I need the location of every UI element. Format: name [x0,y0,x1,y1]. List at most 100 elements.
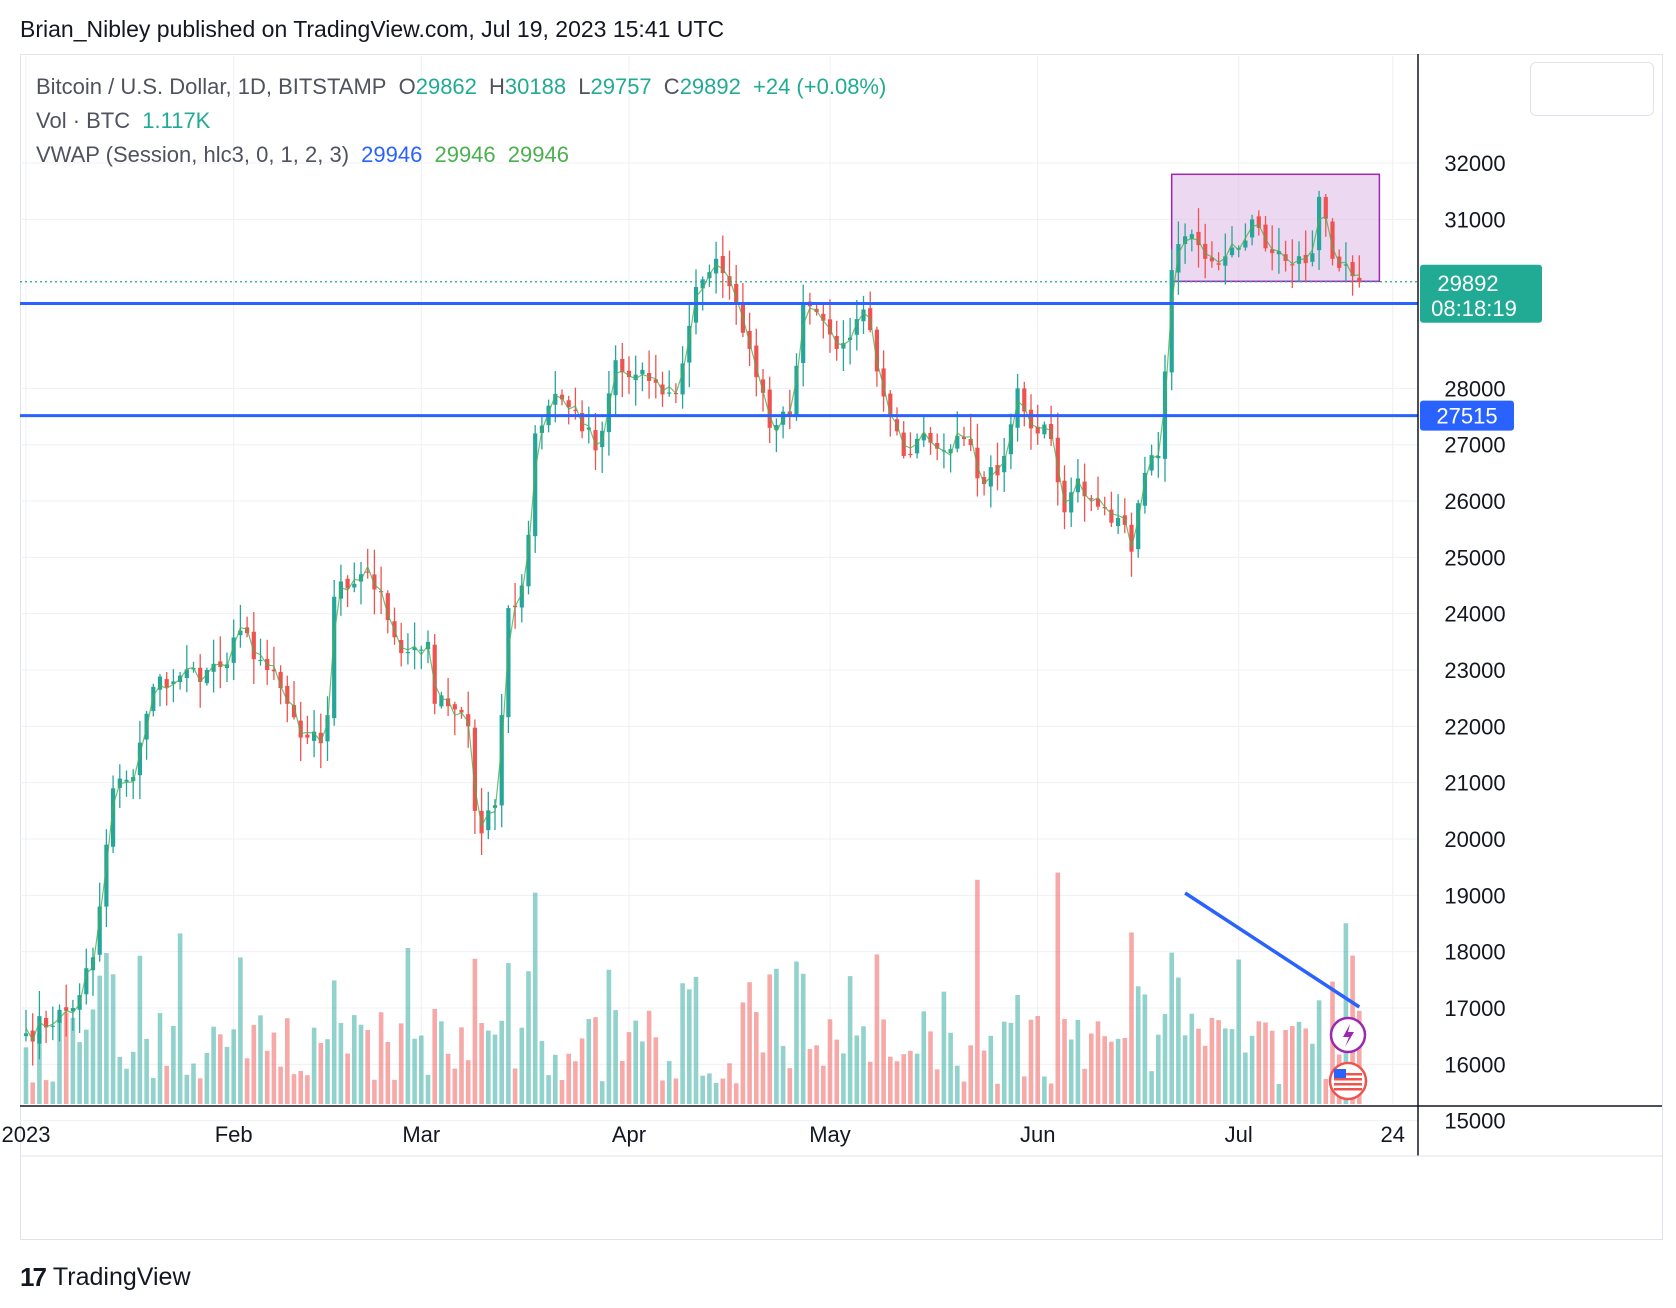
volume-bar [130,1051,136,1104]
volume-bar [1323,1078,1329,1104]
volume-bar [908,1050,913,1104]
x-tick-label: Jul [1225,1122,1253,1147]
legend-o-label: O [398,74,416,99]
candle [1357,277,1362,282]
volume-bar [218,1034,223,1104]
candle [37,1016,42,1044]
volume-bar [1068,1039,1074,1104]
volume-bar [1216,1020,1221,1104]
scale-corner-box[interactable] [1530,62,1654,116]
volume-bar [854,1035,860,1104]
volume-bar [593,1017,598,1104]
volume-bar [1276,1083,1282,1104]
legend-volume: Vol · BTC 1.117K [36,108,216,134]
candle [1069,492,1074,513]
candle [1256,216,1261,228]
volume-bar [928,1031,933,1104]
volume-bar [70,1017,76,1104]
volume-bar [1028,1019,1034,1104]
volume-bar [834,1039,839,1104]
y-tick-label: 31000 [1444,207,1505,232]
chart-frame [20,54,1663,1240]
candle [111,788,116,847]
volume-bar [968,1045,973,1104]
volume-bar [961,1081,967,1104]
volume-bar [331,980,337,1104]
volume-bar [640,1041,645,1104]
legend-l-label: L [578,74,591,99]
volume-bar [479,1023,484,1104]
volume-bar [1263,1022,1268,1104]
candle [70,1007,75,1012]
candle [566,400,571,408]
volume-bar [1249,1035,1255,1104]
volume-bar [30,1082,35,1104]
candle [385,593,390,621]
candle [1196,231,1201,246]
candle [198,667,203,682]
candle [526,534,531,587]
volume-bar [264,1050,270,1104]
volume-bar [1209,1017,1215,1104]
volume-bar [914,1053,920,1104]
volume-bar [1283,1029,1288,1104]
y-tick-label: 26000 [1444,489,1505,514]
candle [754,345,759,378]
candle [767,389,772,428]
volume-bar [1189,1013,1195,1104]
volume-bar [1082,1068,1087,1104]
volume-bar [1015,994,1020,1104]
volume-bar [291,1074,297,1104]
volume-bar [955,1065,960,1104]
volume-bar [821,1065,826,1104]
candle [1109,509,1114,523]
volume-bar [780,1045,786,1104]
x-tick-label: 2023 [2,1122,51,1147]
candle [372,574,377,590]
volume-bar [693,976,699,1104]
y-tick-label: 27000 [1444,433,1505,458]
volume-bar [325,1039,330,1104]
candle [164,679,169,688]
volume-bar [1089,1033,1094,1104]
candle [747,330,752,349]
legend-ohlc: Bitcoin / U.S. Dollar, 1D, BITSTAMP O298… [36,74,892,100]
candle [660,384,665,395]
volume-bar [566,1053,571,1104]
candle [908,453,913,456]
volume-bar [191,1063,196,1104]
candles [23,190,1362,1066]
volume-bar [559,1080,565,1104]
lightning-icon [1329,1016,1367,1054]
candle [419,649,424,651]
candle [1317,196,1322,251]
candle [787,411,792,417]
candle [1008,424,1013,455]
volume-bar [372,1079,377,1104]
volume-bar [934,1069,940,1104]
candle [606,393,611,433]
candle [653,379,658,383]
volume-bar [874,954,880,1104]
y-tick-label: 23000 [1444,658,1505,683]
candle [84,968,89,995]
volume-bar [157,1013,163,1104]
candle [1223,256,1228,266]
volume-bar [700,1075,705,1104]
candle [921,433,926,441]
candle [137,742,142,776]
volume-bar [1256,1021,1262,1104]
candle [305,734,310,738]
volume-bar [774,968,779,1104]
volume-bar [352,1015,357,1104]
volume-bar [1008,1022,1014,1104]
time-axis: 2023 Feb Mar Apr May Jun Jul 24 [2,1105,1662,1157]
hline-price-tag [1420,400,1514,431]
candle [412,647,417,651]
candle [151,686,156,712]
candle [211,663,216,672]
volume-bar [1135,986,1141,1104]
legend-vol-label: Vol · BTC [36,108,131,133]
volume-bar [124,1068,129,1104]
